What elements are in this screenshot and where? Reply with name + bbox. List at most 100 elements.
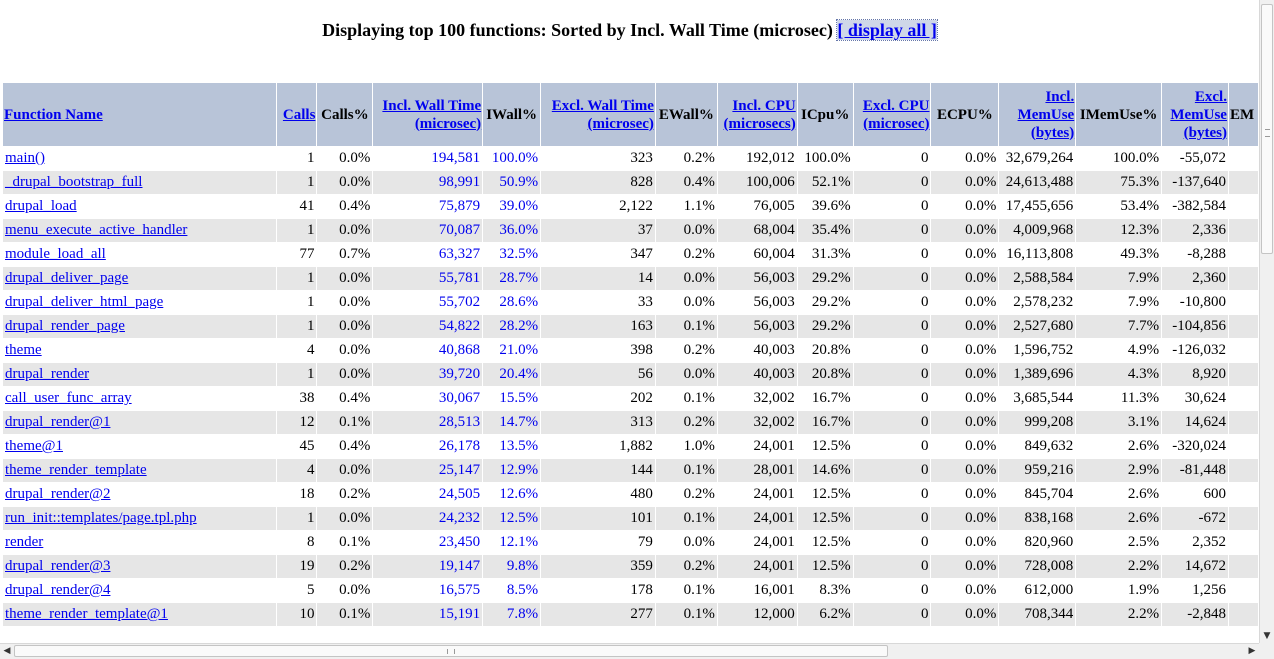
table-row: theme 4 0.0% 40,868 21.0% 398 0.2% 40,003 20.8% 0… — [2, 338, 1259, 363]
cell-imem-pct: 53.4% — [1075, 194, 1163, 219]
function-link[interactable]: theme@1 — [5, 438, 63, 454]
function-link[interactable]: drupal_render@2 — [5, 486, 111, 502]
cell-ewall-pct: 0.2% — [654, 554, 718, 579]
function-link[interactable]: drupal_render_page — [5, 318, 125, 334]
cell-ecpu-pct: 0.0% — [930, 146, 1000, 171]
sort-excl-memuse-link[interactable]: Excl. MemUse (bytes) — [1170, 89, 1227, 141]
cell-iwall: 26,178 — [372, 434, 484, 459]
col-excl-cpu[interactable]: Excl. CPU (microsec) — [852, 82, 932, 147]
col-excl-memuse[interactable]: Excl. MemUse (bytes) — [1161, 82, 1229, 147]
incl-mem-line3: (bytes) — [1030, 124, 1075, 141]
cell-ecpu: 0 — [852, 482, 932, 507]
cell-calls: 77 — [275, 242, 318, 267]
incl-wall-line2: (microsec) — [414, 115, 482, 132]
sort-incl-memuse-link[interactable]: Incl. MemUse (bytes) — [1018, 89, 1075, 141]
cell-ecpu: 0 — [852, 458, 932, 483]
cell-iwall: 39,720 — [372, 362, 484, 387]
col-calls[interactable]: Calls — [275, 82, 318, 147]
cell-iwall: 16,575 — [372, 578, 484, 603]
col-ememuse-pct: EM — [1227, 82, 1259, 147]
display-all-link[interactable]: [ display all ] — [836, 19, 938, 41]
arrow-left-icon[interactable]: ◀ — [3, 646, 11, 656]
cell-icpu: 68,004 — [716, 218, 798, 243]
cell-icpu-pct: 12.5% — [796, 434, 854, 459]
cell-ewall: 2,122 — [540, 194, 656, 219]
col-incl-cpu[interactable]: Incl. CPU (microsecs) — [716, 82, 798, 147]
cell-calls-pct: 0.7% — [316, 242, 374, 267]
cell-calls: 41 — [275, 194, 318, 219]
sort-calls-link[interactable]: Calls — [282, 106, 316, 123]
cell-imem: 16,113,808 — [998, 242, 1077, 267]
col-excl-wall[interactable]: Excl. Wall Time (microsec) — [540, 82, 656, 147]
function-link[interactable]: drupal_load — [5, 198, 77, 214]
function-link[interactable]: drupal_render@4 — [5, 582, 111, 598]
cell-iwall: 194,581 — [372, 146, 484, 171]
function-name-cell: main() — [2, 146, 277, 171]
function-link[interactable]: drupal_deliver_page — [5, 270, 129, 286]
function-link[interactable]: run_init::templates/page.tpl.php — [5, 510, 197, 526]
table-row: drupal_render_page 1 0.0% 54,822 28.2% 163 0.1… — [2, 314, 1259, 339]
function-link[interactable]: _drupal_bootstrap_full — [5, 174, 143, 190]
cell-imem-pct: 75.3% — [1075, 170, 1163, 195]
col-incl-wall[interactable]: Incl. Wall Time (microsec) — [372, 82, 484, 147]
cell-imem-pct: 2.6% — [1075, 506, 1163, 531]
col-function-name[interactable]: Function Name — [2, 82, 277, 147]
function-link[interactable]: render — [5, 534, 44, 550]
arrow-down-icon[interactable]: ▼ — [1263, 631, 1271, 641]
heading-text: Displaying top 100 functions: Sorted by … — [322, 20, 838, 40]
cell-ecpu-pct: 0.0% — [930, 314, 1000, 339]
function-link[interactable]: main() — [5, 150, 45, 166]
cell-imem-pct: 2.2% — [1075, 554, 1163, 579]
cell-emem: -137,640 — [1161, 170, 1229, 195]
function-link[interactable]: theme_render_template — [5, 462, 147, 478]
cell-icpu: 16,001 — [716, 578, 798, 603]
cell-iwall: 28,513 — [372, 410, 484, 435]
horizontal-scroll-thumb[interactable] — [14, 645, 888, 657]
function-link[interactable]: drupal_render@3 — [5, 558, 111, 574]
cell-imem-pct: 2.9% — [1075, 458, 1163, 483]
horizontal-scrollbar[interactable]: ◀ ▶ — [0, 643, 1259, 659]
vertical-scrollbar[interactable]: ▼ — [1259, 0, 1274, 643]
cell-ememuse-pct — [1227, 218, 1259, 243]
arrow-right-icon[interactable]: ▶ — [1248, 646, 1256, 656]
sort-incl-cpu-link[interactable]: Incl. CPU (microsecs) — [724, 98, 796, 132]
function-link[interactable]: menu_execute_active_handler — [5, 222, 188, 238]
sort-excl-wall-link[interactable]: Excl. Wall Time (microsec) — [552, 98, 654, 132]
cell-icpu-pct: 29.2% — [796, 266, 854, 291]
function-link[interactable]: drupal_deliver_html_page — [5, 294, 164, 310]
sort-incl-wall-link[interactable]: Incl. Wall Time (microsec) — [382, 98, 481, 132]
function-link[interactable]: drupal_render — [5, 366, 90, 382]
function-name-cell: drupal_render@1 — [2, 410, 277, 435]
sort-function-name-link[interactable]: Function Name — [4, 106, 103, 123]
cell-imem: 2,588,584 — [998, 266, 1077, 291]
cell-iwall-pct: 15.5% — [482, 386, 542, 411]
incl-wall-line1: Incl. Wall Time — [382, 97, 482, 114]
cell-ewall-pct: 0.0% — [654, 290, 718, 315]
cell-ecpu-pct: 0.0% — [930, 410, 1000, 435]
function-link[interactable]: module_load_all — [5, 246, 106, 262]
cell-iwall: 24,505 — [372, 482, 484, 507]
cell-icpu-pct: 35.4% — [796, 218, 854, 243]
cell-icpu: 28,001 — [716, 458, 798, 483]
cell-ememuse-pct — [1227, 338, 1259, 363]
table-row: call_user_func_array 38 0.4% 30,067 15.5% 202… — [2, 386, 1259, 411]
incl-mem-line1: Incl. — [1045, 88, 1075, 105]
function-link[interactable]: drupal_render@1 — [5, 414, 111, 430]
sort-excl-cpu-link[interactable]: Excl. CPU (microsec) — [863, 98, 930, 132]
cell-emem: 600 — [1161, 482, 1229, 507]
table-row: module_load_all 77 0.7% 63,327 32.5% 347 0.2% 6… — [2, 242, 1259, 267]
function-link[interactable]: theme — [5, 342, 42, 358]
cell-ememuse-pct — [1227, 266, 1259, 291]
cell-calls-pct: 0.0% — [316, 170, 374, 195]
cell-imem: 4,009,968 — [998, 218, 1077, 243]
vertical-scroll-thumb[interactable] — [1261, 4, 1273, 254]
cell-ecpu-pct: 0.0% — [930, 194, 1000, 219]
function-link[interactable]: call_user_func_array — [5, 390, 132, 406]
cell-imem-pct: 7.9% — [1075, 290, 1163, 315]
function-link[interactable]: theme_render_template@1 — [5, 606, 168, 622]
cell-ecpu: 0 — [852, 506, 932, 531]
col-iwall-pct: IWall% — [482, 82, 542, 147]
cell-imem: 845,704 — [998, 482, 1077, 507]
col-incl-memuse[interactable]: Incl. MemUse (bytes) — [998, 82, 1077, 147]
cell-icpu: 24,001 — [716, 554, 798, 579]
